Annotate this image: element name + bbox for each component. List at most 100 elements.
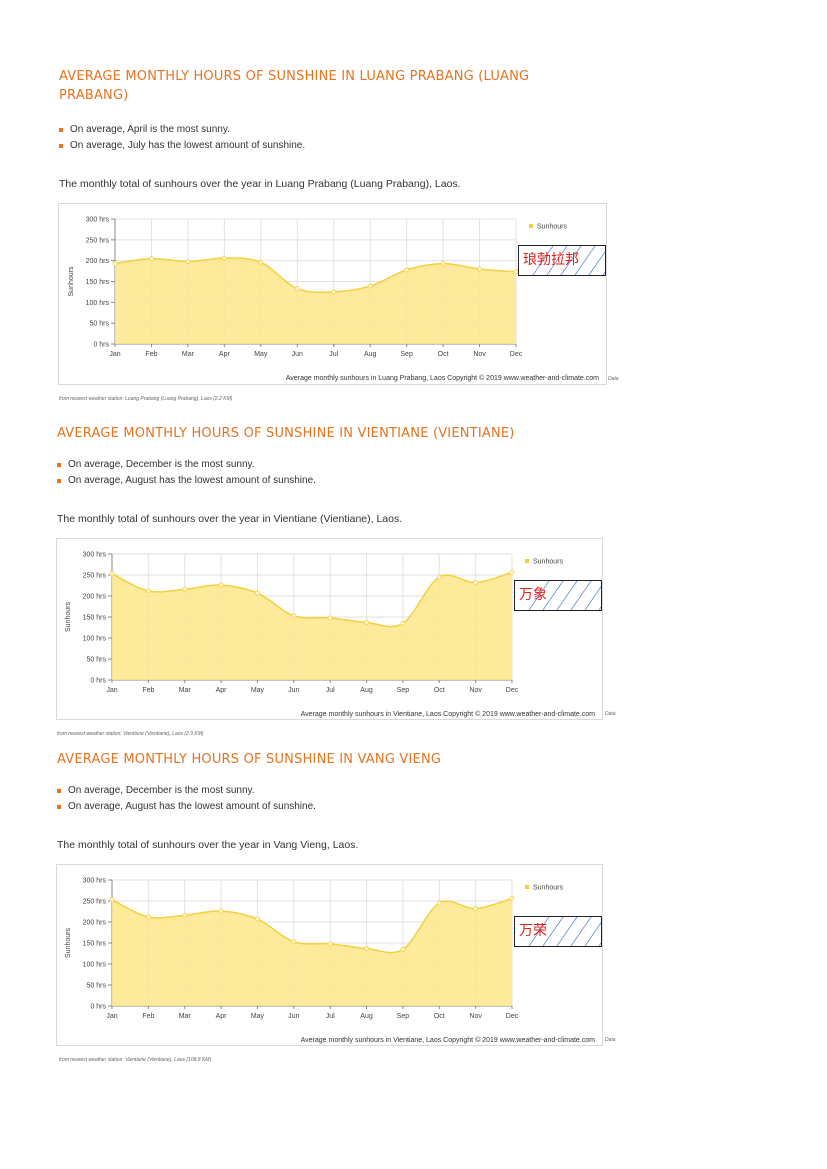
chart-intro: The monthly total of sunhours over the y… bbox=[57, 513, 403, 525]
data-point[interactable] bbox=[255, 916, 260, 922]
data-point[interactable] bbox=[218, 908, 224, 914]
data-point[interactable] bbox=[364, 620, 369, 625]
facts-list: On average, December is the most sunny. … bbox=[57, 783, 316, 815]
data-point[interactable] bbox=[218, 582, 224, 588]
section-title-line2: PRABANG) bbox=[59, 88, 129, 103]
data-point[interactable] bbox=[291, 613, 297, 619]
data-point[interactable] bbox=[400, 620, 406, 626]
series-area bbox=[112, 898, 512, 1006]
chart-svg: 0 hrs 50 hrs 100 hrs 150 hrs 200 hrs 250 hrs 3… bbox=[65, 552, 595, 719]
x-tick-label: Apr bbox=[219, 351, 231, 358]
legend-label: Sunhours bbox=[537, 224, 567, 231]
hatch-pattern bbox=[532, 246, 605, 275]
hatch-line bbox=[528, 581, 550, 610]
x-tick-label: Sep bbox=[397, 687, 410, 694]
fact-least-sunny: On average, August has the lowest amount… bbox=[57, 473, 316, 489]
data-point[interactable] bbox=[327, 615, 333, 621]
y-tick-label: 250 hrs bbox=[83, 899, 107, 906]
y-tick-label: 50 hrs bbox=[87, 983, 107, 990]
data-point[interactable] bbox=[327, 941, 333, 947]
x-tick-label: Feb bbox=[142, 687, 154, 694]
data-point[interactable] bbox=[509, 570, 515, 575]
x-tick-label: Sep bbox=[397, 1013, 410, 1020]
section-title-line1: AVERAGE MONTHLY HOURS OF SUNSHINE IN VIE… bbox=[57, 426, 515, 441]
data-point[interactable] bbox=[294, 286, 300, 291]
series-line bbox=[111, 571, 513, 628]
x-tick-label: May bbox=[251, 687, 265, 694]
chart-intro: The monthly total of sunhours over the y… bbox=[59, 178, 461, 190]
data-point[interactable] bbox=[364, 946, 369, 951]
hatch-pattern bbox=[528, 581, 601, 610]
data-point[interactable] bbox=[258, 259, 264, 265]
data-point[interactable] bbox=[109, 897, 115, 903]
x-tick-label: Oct bbox=[438, 351, 449, 358]
y-tick-label: 150 hrs bbox=[83, 615, 107, 622]
data-point[interactable] bbox=[221, 255, 227, 261]
hatch-line bbox=[542, 581, 564, 610]
data-point[interactable] bbox=[182, 586, 188, 592]
chart-intro: The monthly total of sunhours over the y… bbox=[57, 839, 359, 851]
legend-label: Sunhours bbox=[533, 559, 563, 566]
series-area bbox=[115, 258, 516, 344]
hatch-line bbox=[584, 922, 601, 946]
sunhours-chart: 0 hrs 50 hrs 100 hrs 150 hrs 200 hrs 250 hrs 3… bbox=[56, 864, 603, 1046]
hatch-line bbox=[570, 917, 592, 946]
data-point[interactable] bbox=[145, 588, 151, 594]
hatch-line bbox=[532, 246, 554, 275]
stamp-text: 琅勃拉邦 bbox=[523, 252, 579, 268]
data-point[interactable] bbox=[436, 900, 442, 906]
x-tick-label: May bbox=[254, 351, 268, 358]
x-tick-label: Nov bbox=[469, 1013, 482, 1020]
station-source: from nearest weather station: Luang Prab… bbox=[59, 396, 233, 402]
y-tick-label: 0 hrs bbox=[93, 342, 109, 349]
section-title-line1: AVERAGE MONTHLY HOURS OF SUNSHINE IN VAN… bbox=[57, 752, 442, 767]
data-point[interactable] bbox=[145, 914, 151, 920]
section-title-line1: AVERAGE MONTHLY HOURS OF SUNSHINE IN LUA… bbox=[59, 69, 530, 84]
x-tick-label: Dec bbox=[506, 1013, 519, 1020]
data-point[interactable] bbox=[291, 939, 297, 945]
x-tick-label: Aug bbox=[364, 351, 377, 358]
series-line bbox=[111, 897, 513, 954]
chart-footer: Average monthly sunhours in Luang Praban… bbox=[286, 374, 599, 382]
y-tick-label: 150 hrs bbox=[83, 941, 107, 948]
x-tick-label: Feb bbox=[145, 351, 157, 358]
data-point[interactable] bbox=[149, 256, 154, 261]
y-tick-label: 100 hrs bbox=[83, 962, 107, 969]
y-tick-label: 300 hrs bbox=[83, 552, 107, 559]
corner-label: Data bbox=[605, 711, 616, 717]
stamp-text: 万荣 bbox=[519, 923, 547, 939]
x-tick-label: Mar bbox=[182, 351, 195, 358]
data-point[interactable] bbox=[400, 946, 406, 952]
x-tick-label: Oct bbox=[434, 687, 445, 694]
hatch-line bbox=[588, 251, 605, 275]
hatch-pattern bbox=[528, 917, 601, 946]
fact-most-sunny: On average, December is the most sunny. bbox=[57, 457, 316, 473]
data-point[interactable] bbox=[473, 906, 479, 911]
data-point[interactable] bbox=[185, 259, 191, 264]
x-tick-label: Jan bbox=[106, 1013, 117, 1020]
x-tick-label: Mar bbox=[179, 1013, 192, 1020]
data-point[interactable] bbox=[182, 912, 188, 918]
data-point[interactable] bbox=[331, 289, 337, 295]
chart-svg: 0 hrs 50 hrs 100 hrs 150 hrs 200 hrs 250 hrs 3… bbox=[65, 878, 596, 1045]
hatch-line bbox=[598, 606, 601, 610]
fact-least-sunny: On average, August has the lowest amount… bbox=[57, 799, 316, 815]
chart-footer: Average monthly sunhours in Vientiane, L… bbox=[301, 1036, 596, 1044]
legend-swatch bbox=[529, 224, 533, 228]
y-tick-label: 0 hrs bbox=[90, 678, 106, 685]
data-point[interactable] bbox=[404, 267, 410, 273]
data-point[interactable] bbox=[367, 283, 373, 289]
legend-swatch bbox=[525, 885, 529, 889]
data-point[interactable] bbox=[473, 580, 479, 585]
data-point[interactable] bbox=[509, 896, 515, 901]
data-point[interactable] bbox=[440, 261, 446, 266]
y-axis-label: Sunhours bbox=[65, 602, 72, 632]
data-point[interactable] bbox=[255, 590, 260, 596]
data-point[interactable] bbox=[436, 574, 442, 580]
x-tick-label: Jun bbox=[288, 1013, 299, 1020]
data-point[interactable] bbox=[109, 571, 115, 577]
x-tick-label: Sep bbox=[400, 351, 413, 358]
data-point[interactable] bbox=[477, 266, 482, 272]
y-tick-label: 250 hrs bbox=[86, 237, 110, 244]
data-point[interactable] bbox=[112, 261, 118, 266]
